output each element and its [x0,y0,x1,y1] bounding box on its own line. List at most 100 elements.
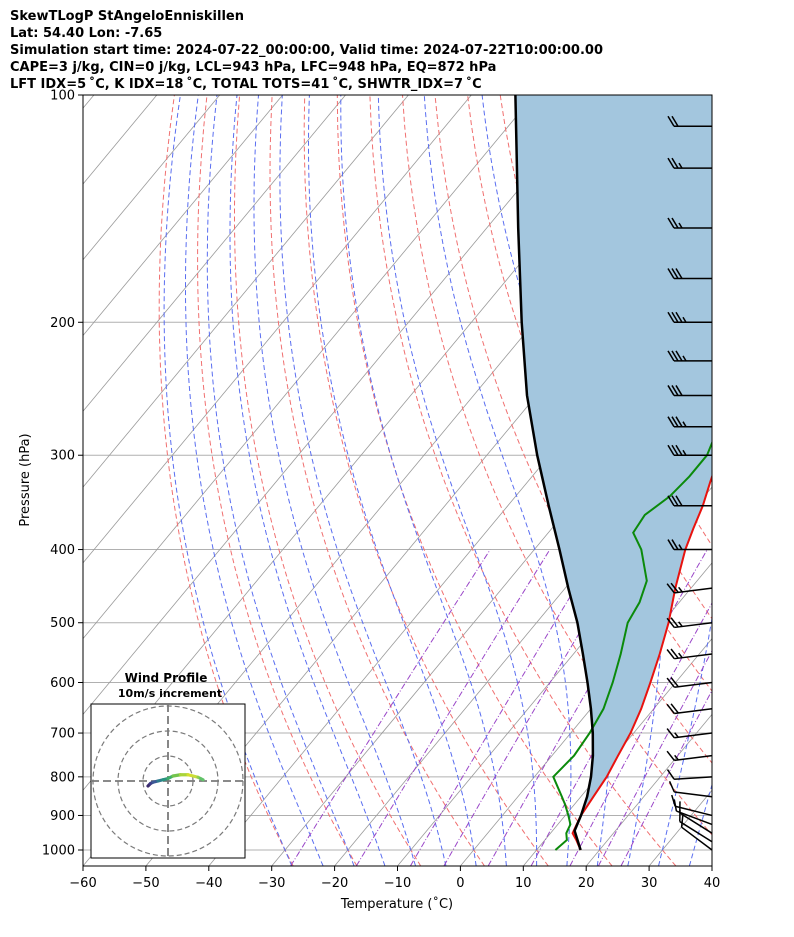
barb-flag [666,750,675,761]
barb-half-flag [674,754,679,761]
wind-barbs [666,115,713,851]
moist-adiabat [377,95,538,866]
moist-adiabat [720,95,794,866]
barb-staff [674,681,713,688]
isotherm [83,95,598,716]
x-axis-label: Temperature (˚C) [340,896,453,912]
hodograph-grid [91,704,245,858]
barb-half-flag [682,421,687,428]
hodograph-inset: Wind Profile 10m/s increment [90,671,246,859]
wind-barb [667,268,712,280]
barb-flag [666,677,675,688]
y-tick-label: 300 [50,449,75,464]
isotherm [522,638,712,866]
barb-staff [679,812,713,834]
barb-half-flag [674,732,679,738]
barb-flag [667,311,675,323]
moist-adiabat [206,95,355,866]
dry-adiabat [369,95,677,866]
wind-barb [667,115,712,128]
wind-barb [666,769,713,780]
barb-flag [671,217,679,229]
mixing-ratio-line [597,649,712,866]
wind-barb [667,217,712,229]
hodograph-subtitle: 10m/s increment [118,687,222,700]
barb-flag [671,157,679,169]
barb-half-flag [678,162,683,169]
barb-flag [667,268,675,279]
profiles [514,95,712,851]
wind-barb [667,350,712,362]
moist-adiabat [229,95,386,866]
hodograph-title: Wind Profile [125,671,208,685]
isotherm [83,95,221,261]
barb-half-flag [678,222,683,229]
y-tick-label: 800 [50,770,75,785]
isotherm [460,562,712,866]
barb-flag [666,703,675,714]
barb-flag [666,583,675,594]
chart-title: SkewTLogP StAngeloEnniskillen [10,9,244,24]
y-tick-label: 1000 [42,844,75,859]
wind-barb [666,648,713,660]
x-tick-label: −20 [321,876,348,891]
dewpoint-line [552,440,712,851]
barb-flag [671,495,679,507]
wind-barb [667,416,712,428]
wind-barb [667,495,712,507]
wind-barb [679,801,713,834]
hodograph-trace [146,773,205,788]
mixing-ratio-line [355,549,551,866]
moist-adiabat [253,95,416,866]
barb-flag [668,781,675,793]
barb-flag [667,539,675,550]
barb-flag [671,268,679,279]
barb-half-flag [682,316,687,323]
cape-fill-polygon [515,95,712,850]
barb-flag [666,617,675,628]
dry-adiabat [303,95,549,866]
isotherm [83,95,283,337]
parcel-line [514,95,595,851]
barb-flag [675,416,683,428]
barb-flag [670,617,679,628]
x-tick-label: 20 [578,876,595,891]
barb-flag [671,115,679,127]
x-tick-label: 40 [704,876,721,891]
barb-flag [675,268,683,279]
moist-adiabat [163,95,293,866]
barb-flag [667,444,675,456]
x-tick-label: 0 [456,876,464,891]
barb-half-flag [682,449,687,456]
wind-barb [666,617,713,629]
barb-half-flag [678,652,683,659]
barb-staff [674,791,713,798]
barb-flag [680,815,684,828]
y-tick-label: 700 [50,727,75,742]
x-axis-ticks: −60 −50 −40 −30 −20 −10 0 10 20 30 40 [69,866,720,891]
barb-flag [670,648,679,659]
y-axis-ticks: 1000 900 800 700 600 500 400 300 200 100 [42,89,83,859]
isotherm [83,95,472,564]
wind-barb [667,311,712,324]
dry-adiabat [761,95,794,866]
moist-adiabat [279,95,447,866]
barb-flag [671,444,679,456]
barb-flag [675,444,683,456]
wind-barb [680,815,713,851]
moist-adiabat [423,95,572,866]
barb-half-flag [682,355,687,362]
dry-adiabat [197,95,358,866]
barb-flag [667,385,675,396]
barb-staff [674,653,713,660]
barb-staff [674,732,713,739]
wind-barb [667,157,712,169]
barb-half-flag [678,586,683,593]
barb-half-flag [678,544,683,550]
temperature-line [571,473,712,851]
y-axis-label: Pressure (hPa) [18,433,33,526]
barb-staff [676,810,713,826]
isotherm [83,95,535,640]
isotherm [585,713,712,866]
